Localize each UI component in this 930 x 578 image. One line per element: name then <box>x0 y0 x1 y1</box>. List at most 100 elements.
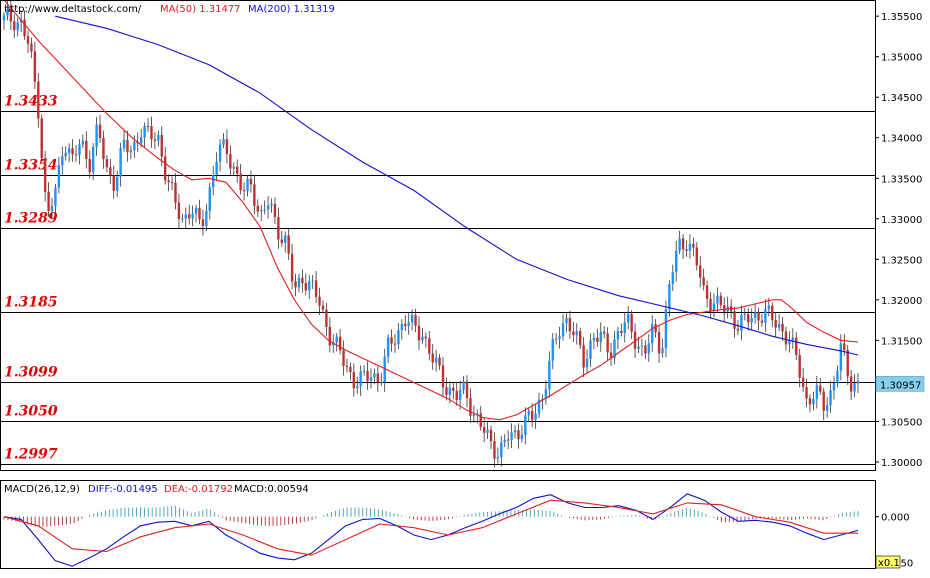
candle-bull <box>750 317 753 323</box>
macd-tick-label: 0.000 <box>881 513 910 524</box>
candle-bull <box>335 336 338 343</box>
candle-bear <box>846 350 849 377</box>
candle-bull <box>623 322 626 333</box>
candle-bear <box>170 182 174 184</box>
candle-bear <box>781 323 784 332</box>
y-tick-label: 1.30000 <box>881 458 922 469</box>
candle-bull <box>380 382 383 384</box>
candle-bull <box>791 337 795 341</box>
candle-bull <box>143 125 146 138</box>
candle-bull <box>664 309 668 349</box>
candle-bear <box>760 320 764 323</box>
y-tick-label: 1.31500 <box>881 336 922 347</box>
candle-bear <box>153 139 157 141</box>
candle-bear <box>620 330 623 333</box>
candle-bull <box>647 343 650 354</box>
candle-bull <box>386 337 390 357</box>
candle-bear <box>702 277 705 286</box>
candle-bear <box>424 336 428 339</box>
candle-bear <box>808 398 812 405</box>
candle-bull <box>675 250 678 273</box>
candle-bull <box>50 205 54 212</box>
candlestick-series <box>2 0 860 468</box>
candle-bull <box>462 381 465 390</box>
candle-bear <box>644 345 647 354</box>
candle-bull <box>129 150 133 153</box>
candle-bear <box>654 324 657 333</box>
candle-bull <box>496 456 500 459</box>
candle-bull <box>472 414 476 416</box>
candle-bull <box>218 144 222 162</box>
candle-bear <box>342 350 345 366</box>
candle-bear <box>366 370 369 381</box>
candle-bull <box>544 389 548 399</box>
last-price-label: 1.30957 <box>880 380 921 391</box>
candle-bull <box>510 432 513 441</box>
candle-bull <box>740 314 743 331</box>
candle-bull <box>64 152 67 157</box>
candle-bull <box>191 213 194 219</box>
candle-bear <box>287 235 290 254</box>
candle-bear <box>819 385 822 392</box>
candle-bull <box>205 210 208 226</box>
candle-bull <box>215 161 218 175</box>
level-label: 1.3050 <box>4 404 58 420</box>
candle-bull <box>57 165 61 188</box>
candle-bear <box>455 390 458 401</box>
candle-bear <box>469 397 472 416</box>
candle-bear <box>126 139 129 153</box>
candle-bear <box>657 332 661 354</box>
candle-bull <box>212 174 215 188</box>
candle-bull <box>369 377 373 381</box>
candle-bear <box>784 331 788 345</box>
candle-bear <box>795 337 798 355</box>
candle-bull <box>373 373 376 378</box>
candle-bear <box>709 298 712 311</box>
candle-bear <box>685 249 688 251</box>
candle-bull <box>520 434 524 440</box>
candle-bull <box>208 187 211 211</box>
macd-dea-line <box>3 499 858 556</box>
candle-bear <box>280 239 284 244</box>
candle-bull <box>716 295 719 304</box>
candle-bear <box>376 373 380 383</box>
candle-bear <box>530 410 534 420</box>
candle-bear <box>198 207 201 220</box>
candle-bull <box>260 210 263 212</box>
candle-bear <box>699 265 702 278</box>
candle-bull <box>565 317 568 324</box>
candle-bull <box>825 405 829 411</box>
candle-bear <box>43 158 47 192</box>
candle-bull <box>527 410 530 416</box>
y-tick-label: 1.35000 <box>881 53 922 64</box>
scale-badge <box>875 555 901 569</box>
candle-bull <box>832 382 836 391</box>
candle-bear <box>314 280 318 297</box>
candle-bear <box>517 430 520 440</box>
candle-bull <box>541 398 544 400</box>
candle-bear <box>146 125 150 127</box>
candle-bear <box>109 167 112 176</box>
level-label: 1.2997 <box>4 447 58 463</box>
candle-bear <box>771 305 774 321</box>
candle-bear <box>822 391 825 411</box>
candle-bull <box>95 124 98 147</box>
candle-bear <box>167 180 170 183</box>
candle-bull <box>500 442 503 457</box>
candle-bull <box>266 205 270 210</box>
candle-bear <box>37 81 40 119</box>
y-tick-label: 1.32000 <box>881 296 922 307</box>
macd-value: MACD:0.00594 <box>234 484 309 495</box>
candle-bear <box>445 387 448 395</box>
candle-bull <box>558 336 561 339</box>
candle-bull <box>78 144 81 156</box>
candle-bull <box>356 386 359 389</box>
candle-bear <box>71 148 74 155</box>
candle-bear <box>294 281 297 288</box>
candle-bull <box>640 345 644 347</box>
candle-bear <box>431 353 434 363</box>
candle-bear <box>633 331 637 349</box>
candle-bull <box>592 337 596 341</box>
candle-bull <box>139 137 143 143</box>
candle-bear <box>30 43 33 52</box>
